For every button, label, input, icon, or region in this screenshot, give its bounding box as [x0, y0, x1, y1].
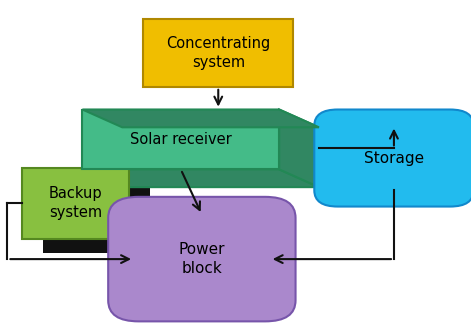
FancyBboxPatch shape	[314, 110, 474, 207]
Text: Concentrating
system: Concentrating system	[166, 36, 270, 70]
Polygon shape	[82, 110, 279, 169]
Polygon shape	[82, 169, 319, 187]
Polygon shape	[82, 110, 319, 127]
FancyBboxPatch shape	[43, 182, 150, 253]
Text: Power
block: Power block	[179, 242, 225, 276]
FancyBboxPatch shape	[143, 19, 293, 87]
Polygon shape	[279, 110, 319, 187]
FancyBboxPatch shape	[108, 197, 296, 321]
Text: Solar receiver: Solar receiver	[130, 132, 232, 147]
Text: Storage: Storage	[364, 151, 424, 165]
FancyBboxPatch shape	[21, 168, 129, 239]
Text: Backup
system: Backup system	[48, 186, 102, 220]
